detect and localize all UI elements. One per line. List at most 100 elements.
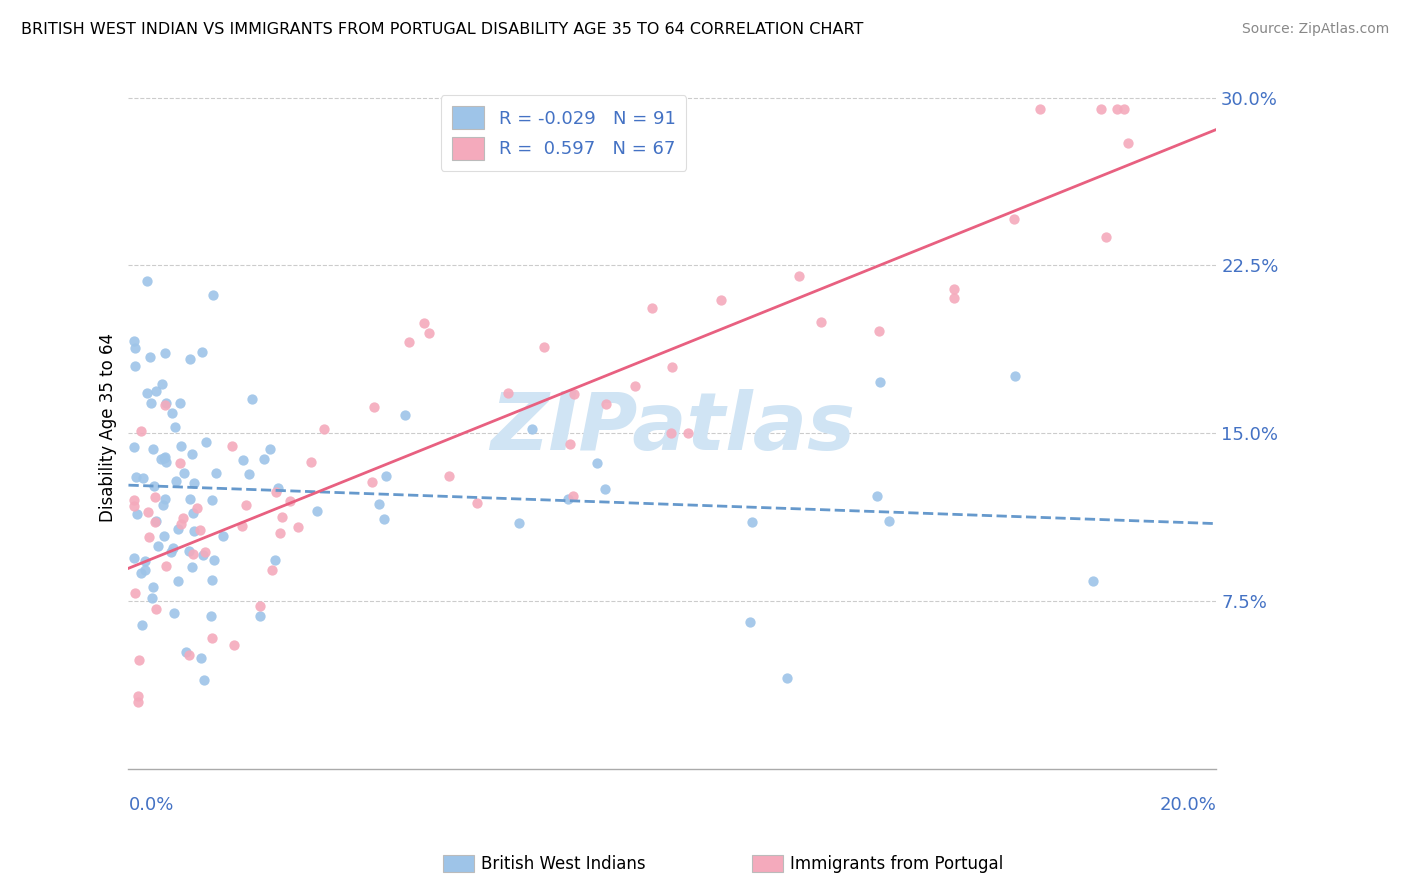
Point: [205, 466, 228, 480]
Point: [155, 454, 177, 468]
Point: [201, 573, 224, 587]
Point: [122, 550, 145, 565]
Point: [179, 492, 201, 507]
Point: [641, 301, 664, 316]
Point: [125, 507, 148, 521]
Point: [232, 453, 254, 467]
Point: [170, 517, 193, 532]
Point: [125, 469, 148, 483]
Point: [169, 396, 191, 410]
Point: [194, 545, 217, 559]
Point: [533, 340, 555, 354]
Point: [201, 492, 224, 507]
Point: [179, 648, 201, 662]
Point: [181, 506, 204, 520]
Point: [191, 345, 214, 359]
Point: [163, 607, 186, 621]
Point: [139, 351, 162, 365]
Point: [1107, 102, 1129, 116]
Point: [153, 529, 176, 543]
Point: [789, 269, 811, 284]
Point: [361, 475, 384, 490]
Point: [1029, 102, 1052, 116]
Text: 0.0%: 0.0%: [128, 797, 174, 814]
Point: [1094, 229, 1116, 244]
Point: [142, 479, 165, 493]
Point: [160, 406, 183, 420]
Point: [191, 549, 214, 563]
Point: [181, 447, 204, 461]
Point: [122, 440, 145, 454]
Point: [394, 408, 416, 422]
Point: [776, 671, 799, 685]
Point: [149, 452, 172, 467]
Point: [314, 422, 336, 436]
Point: [145, 602, 167, 616]
Point: [418, 326, 440, 341]
Point: [373, 512, 395, 526]
Point: [127, 689, 149, 703]
Point: [124, 341, 146, 355]
Point: [269, 525, 291, 540]
Point: [866, 489, 889, 503]
Point: [508, 516, 530, 530]
Point: [1118, 136, 1140, 150]
Point: [145, 514, 167, 528]
Point: [155, 559, 177, 574]
Point: [128, 653, 150, 667]
Point: [943, 282, 966, 296]
Point: [179, 351, 201, 366]
Point: [124, 359, 146, 374]
Point: [183, 476, 205, 491]
Point: [193, 673, 215, 687]
Point: [155, 345, 177, 359]
Point: [160, 545, 183, 559]
Point: [122, 334, 145, 348]
Point: [162, 541, 184, 555]
Point: [188, 523, 211, 537]
Point: [439, 468, 461, 483]
Point: [170, 439, 193, 453]
Point: [266, 482, 288, 496]
Text: Source: ZipAtlas.com: Source: ZipAtlas.com: [1241, 22, 1389, 37]
Point: [249, 608, 271, 623]
Point: [152, 498, 174, 512]
Point: [562, 489, 585, 503]
Point: [202, 553, 225, 567]
Point: [367, 497, 389, 511]
Point: [142, 581, 165, 595]
Point: [595, 397, 617, 411]
Point: [153, 450, 176, 464]
Point: [129, 424, 152, 438]
Point: [200, 608, 222, 623]
Text: ZIPatlas: ZIPatlas: [489, 389, 855, 467]
Point: [249, 599, 271, 614]
Point: [181, 547, 204, 561]
Text: British West Indians: British West Indians: [481, 855, 645, 873]
Point: [138, 530, 160, 544]
Point: [496, 386, 519, 401]
Point: [271, 510, 294, 524]
Point: [465, 496, 488, 510]
Point: [150, 377, 173, 392]
Point: [143, 515, 166, 529]
Point: [127, 695, 149, 709]
Point: [413, 317, 436, 331]
Point: [153, 491, 176, 506]
Point: [135, 386, 157, 401]
Point: [131, 618, 153, 632]
Point: [142, 442, 165, 456]
Point: [363, 400, 385, 414]
Point: [560, 437, 582, 451]
Point: [305, 504, 328, 518]
Point: [375, 468, 398, 483]
Point: [231, 518, 253, 533]
Point: [810, 315, 832, 329]
Point: [173, 466, 195, 480]
Point: [177, 544, 200, 558]
Point: [201, 288, 224, 302]
Point: [174, 645, 197, 659]
Text: BRITISH WEST INDIAN VS IMMIGRANTS FROM PORTUGAL DISABILITY AGE 35 TO 64 CORRELAT: BRITISH WEST INDIAN VS IMMIGRANTS FROM P…: [21, 22, 863, 37]
Point: [167, 574, 190, 588]
Point: [676, 426, 699, 441]
